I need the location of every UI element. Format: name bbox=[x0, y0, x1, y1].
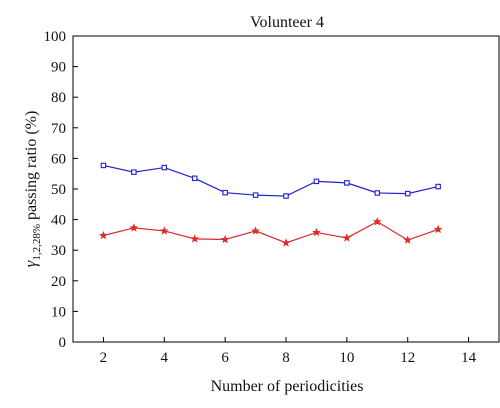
plot-area bbox=[72, 35, 500, 343]
series-1-point bbox=[435, 183, 441, 190]
series-1-point bbox=[100, 162, 107, 169]
y-axis-label: γ1,2,28% passing ratio (%) bbox=[21, 111, 43, 268]
y-tick-label: 50 bbox=[51, 182, 66, 198]
series-2-point bbox=[190, 234, 200, 243]
series-2-point bbox=[159, 226, 169, 235]
x-tick-label: 12 bbox=[400, 350, 415, 366]
y-tick-label: 30 bbox=[51, 243, 66, 259]
series-2-point bbox=[311, 227, 321, 237]
y-axis-label-subscript: 1,2,28% bbox=[31, 224, 43, 261]
series-1-point bbox=[161, 164, 168, 171]
series-1-point bbox=[131, 169, 137, 175]
series-1-point bbox=[283, 193, 289, 199]
y-tick-label: 90 bbox=[51, 60, 66, 76]
axes-layer: 0 10 20 30 40 50 60 70 80 90 100 2 4 6 8 10 12 14 bbox=[44, 29, 477, 366]
series-2-point bbox=[433, 224, 443, 234]
y-axis-label-symbol: γ bbox=[21, 259, 40, 267]
y-tick-label: 60 bbox=[51, 151, 66, 167]
series-1-line bbox=[103, 164, 439, 197]
series-1-point bbox=[374, 190, 381, 196]
series-2-point bbox=[372, 217, 382, 226]
series-1-point bbox=[222, 189, 228, 196]
y-tick-label: 70 bbox=[51, 121, 66, 137]
x-tick-label: 4 bbox=[161, 350, 169, 366]
x-tick-label: 10 bbox=[339, 350, 354, 366]
x-axis-label: Number of periodicities bbox=[211, 378, 364, 395]
x-tick-label: 8 bbox=[282, 350, 290, 366]
series-2-point bbox=[220, 234, 230, 244]
x-tick-label: 2 bbox=[100, 350, 108, 366]
series-2-point bbox=[129, 223, 139, 232]
y-tick-label: 40 bbox=[51, 213, 66, 229]
y-tick-label: 100 bbox=[44, 29, 67, 45]
series-1-point bbox=[404, 190, 411, 197]
x-tick-label: 6 bbox=[221, 350, 229, 366]
series-layer bbox=[98, 162, 443, 247]
series-1-point bbox=[344, 180, 350, 186]
series-2-line bbox=[103, 221, 439, 244]
series-2-point bbox=[403, 235, 413, 244]
y-tick-label: 80 bbox=[51, 90, 66, 106]
y-tick-label: 0 bbox=[59, 335, 67, 351]
series-2-point bbox=[342, 233, 352, 242]
x-tick-label: 14 bbox=[461, 350, 477, 366]
series-2-point bbox=[281, 238, 291, 247]
y-tick-label: 10 bbox=[51, 304, 66, 320]
series-2-point bbox=[251, 226, 261, 235]
series-2-point bbox=[98, 230, 108, 240]
y-axis-label-text: passing ratio (%) bbox=[23, 111, 40, 224]
series-1-point bbox=[313, 178, 320, 185]
series-1-point bbox=[191, 175, 198, 182]
chart-title: Volunteer 4 bbox=[250, 14, 324, 31]
series-1-point bbox=[252, 192, 259, 198]
y-tick-label: 20 bbox=[51, 274, 66, 290]
